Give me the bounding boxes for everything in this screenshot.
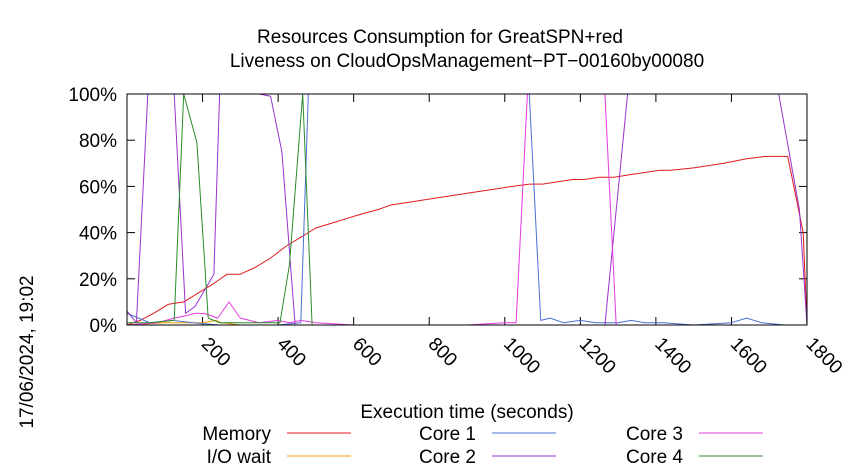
x-tick-label: 400 [273, 334, 310, 371]
x-tick-label: 1600 [726, 334, 771, 379]
y-tick-label: 20% [79, 270, 117, 291]
x-tick-label: 1200 [575, 334, 620, 379]
legend-label-i-o-wait: I/O wait [207, 447, 272, 468]
x-tick-label: 600 [348, 334, 385, 371]
y-tick-label: 80% [79, 131, 117, 152]
y-tick-label: 40% [79, 224, 117, 245]
legend-label-core-4: Core 4 [626, 447, 683, 468]
x-tick-label: 1400 [650, 334, 695, 379]
legend-label-memory: Memory [202, 424, 271, 445]
plot-frame [126, 93, 808, 326]
series-line-core-3 [126, 93, 807, 326]
x-tick-label: 1000 [499, 334, 544, 379]
series-line-core-2 [126, 93, 808, 326]
axis-ticks: 0% 20% 40% 60% 80% 100% 200 400 600 800 1000 1200 14… [68, 85, 846, 378]
series-line-core-1 [126, 93, 807, 326]
x-tick-label: 200 [197, 334, 234, 371]
legend-label-core-1: Core 1 [419, 424, 476, 445]
chart-subtitle: Liveness on CloudOpsManagement−PT−00160b… [230, 51, 704, 72]
y-tick-label: 100% [68, 85, 117, 106]
y-tick-label: 0% [90, 316, 118, 337]
series-line-memory [126, 155, 808, 326]
legend-label-core-3: Core 3 [626, 424, 683, 445]
chart-title: Resources Consumption for GreatSPN+red [257, 27, 623, 48]
series-lines [126, 93, 808, 326]
x-tick-label: 800 [424, 334, 461, 371]
x-tick-label: 1800 [801, 334, 846, 379]
y-tick-label: 60% [79, 177, 117, 198]
series-line-core-4 [127, 93, 807, 326]
legend-label-core-2: Core 2 [419, 447, 476, 468]
x-axis-label: Execution time (seconds) [360, 402, 573, 423]
side-timestamp-label: 17/06/2024, 19:02 [17, 275, 38, 428]
